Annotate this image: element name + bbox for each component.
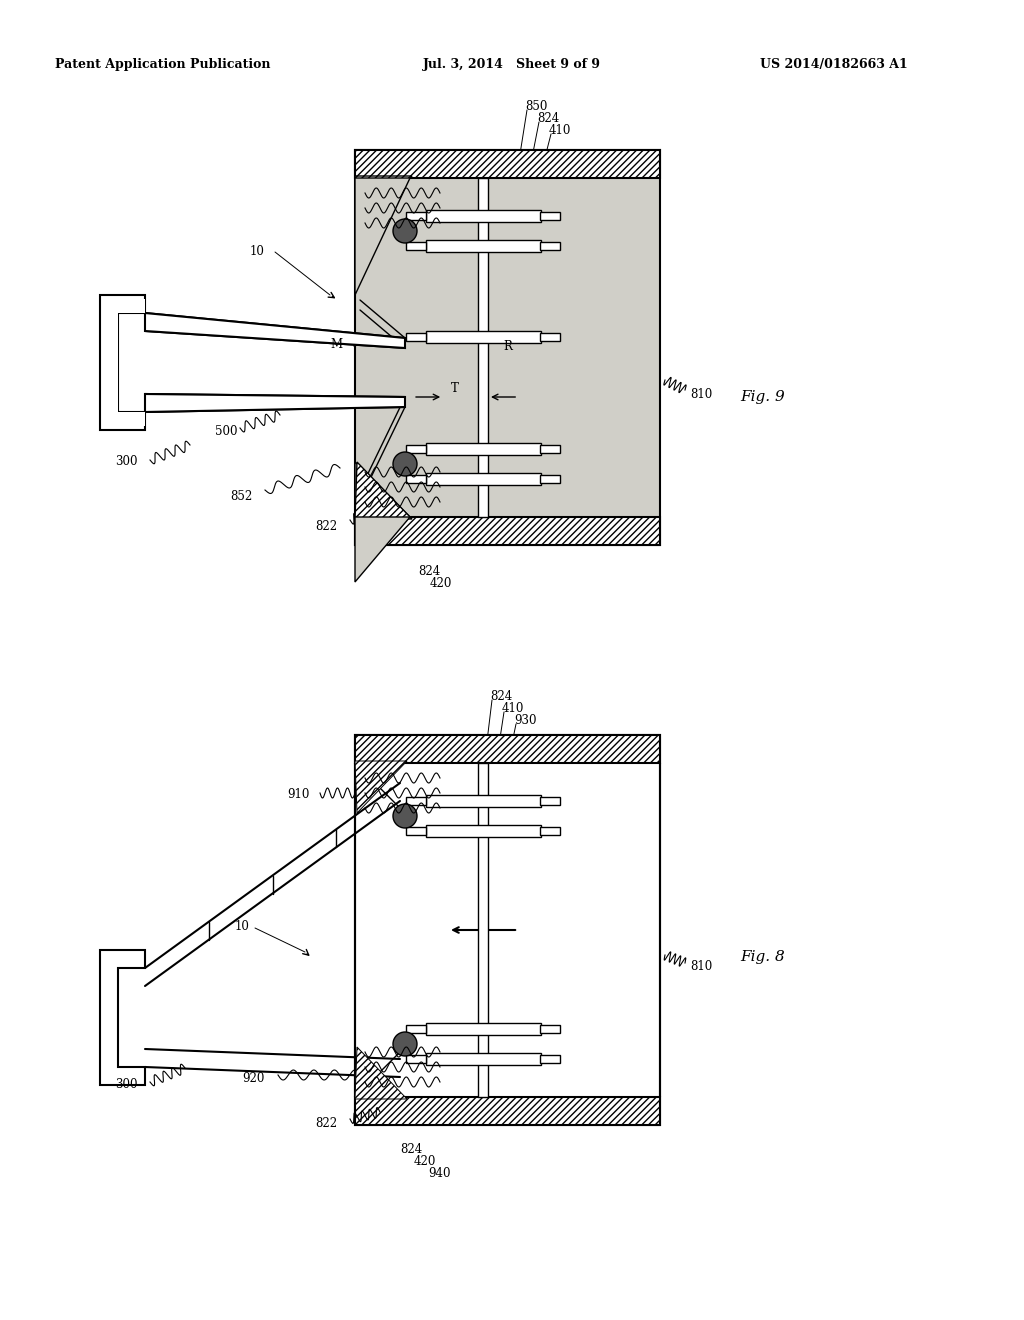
Polygon shape bbox=[104, 300, 145, 426]
Bar bbox=[355, 150, 660, 178]
Bar bbox=[478, 763, 488, 1097]
Text: R: R bbox=[503, 341, 512, 354]
Bar bbox=[426, 473, 541, 484]
Bar bbox=[407, 797, 426, 805]
Text: 822: 822 bbox=[315, 1117, 337, 1130]
Bar bbox=[540, 475, 560, 483]
Text: 852: 852 bbox=[230, 490, 252, 503]
Polygon shape bbox=[100, 294, 145, 430]
Text: 824: 824 bbox=[418, 565, 440, 578]
Bar bbox=[540, 797, 560, 805]
Bar bbox=[407, 1055, 426, 1063]
Bar bbox=[540, 242, 560, 249]
Text: US 2014/0182663 A1: US 2014/0182663 A1 bbox=[760, 58, 907, 71]
Text: 420: 420 bbox=[414, 1155, 436, 1168]
Bar bbox=[478, 178, 488, 517]
Bar bbox=[540, 1055, 560, 1063]
Circle shape bbox=[393, 451, 417, 477]
Polygon shape bbox=[355, 462, 410, 517]
Text: 300: 300 bbox=[115, 455, 137, 469]
Text: 410: 410 bbox=[549, 124, 571, 137]
Text: 930: 930 bbox=[514, 714, 537, 727]
Polygon shape bbox=[355, 1047, 407, 1100]
Text: 410: 410 bbox=[502, 702, 524, 715]
Bar bbox=[426, 795, 541, 807]
Bar bbox=[426, 1023, 541, 1035]
Bar bbox=[540, 828, 560, 836]
Polygon shape bbox=[145, 313, 406, 348]
Bar bbox=[540, 333, 560, 341]
Text: 822: 822 bbox=[315, 520, 337, 533]
Text: 920: 920 bbox=[243, 1072, 265, 1085]
Text: 850: 850 bbox=[525, 100, 548, 114]
Bar bbox=[355, 150, 660, 545]
Polygon shape bbox=[355, 462, 412, 519]
Circle shape bbox=[393, 804, 417, 828]
Polygon shape bbox=[355, 178, 410, 234]
Bar bbox=[407, 475, 426, 483]
Text: Jul. 3, 2014   Sheet 9 of 9: Jul. 3, 2014 Sheet 9 of 9 bbox=[423, 58, 601, 71]
Bar bbox=[407, 828, 426, 836]
Bar bbox=[426, 240, 541, 252]
Text: 10: 10 bbox=[250, 246, 265, 257]
Text: 300: 300 bbox=[115, 1078, 137, 1092]
Text: Fig. 9: Fig. 9 bbox=[740, 389, 784, 404]
Text: 420: 420 bbox=[430, 577, 453, 590]
Bar bbox=[407, 333, 426, 341]
Polygon shape bbox=[355, 762, 407, 813]
Bar bbox=[426, 331, 541, 343]
Text: 940: 940 bbox=[428, 1167, 451, 1180]
Bar bbox=[407, 242, 426, 249]
Text: T: T bbox=[452, 381, 459, 395]
Bar bbox=[355, 1097, 660, 1125]
Bar bbox=[540, 213, 560, 220]
Text: Fig. 8: Fig. 8 bbox=[740, 950, 784, 964]
Text: 810: 810 bbox=[690, 388, 713, 401]
Polygon shape bbox=[355, 176, 412, 234]
Text: 810: 810 bbox=[690, 960, 713, 973]
Text: 910: 910 bbox=[288, 788, 310, 801]
Bar bbox=[426, 210, 541, 222]
Bar bbox=[407, 445, 426, 453]
Bar bbox=[540, 1026, 560, 1034]
Text: Patent Application Publication: Patent Application Publication bbox=[55, 58, 270, 71]
Text: M: M bbox=[331, 338, 343, 351]
Bar bbox=[355, 517, 660, 545]
Bar bbox=[426, 825, 541, 837]
Polygon shape bbox=[355, 178, 410, 294]
Circle shape bbox=[393, 219, 417, 243]
Polygon shape bbox=[355, 517, 410, 582]
Text: 500: 500 bbox=[215, 425, 238, 438]
Text: 10: 10 bbox=[234, 920, 250, 933]
Bar bbox=[355, 735, 660, 1125]
Text: 824: 824 bbox=[537, 112, 559, 125]
Bar bbox=[426, 444, 541, 455]
Text: 824: 824 bbox=[490, 690, 512, 704]
Polygon shape bbox=[100, 950, 145, 1085]
Bar bbox=[407, 213, 426, 220]
Text: 824: 824 bbox=[400, 1143, 422, 1156]
Bar bbox=[355, 735, 660, 763]
Circle shape bbox=[393, 1032, 417, 1056]
Polygon shape bbox=[145, 393, 406, 412]
Bar bbox=[407, 1026, 426, 1034]
Bar bbox=[426, 1053, 541, 1065]
Bar bbox=[540, 445, 560, 453]
